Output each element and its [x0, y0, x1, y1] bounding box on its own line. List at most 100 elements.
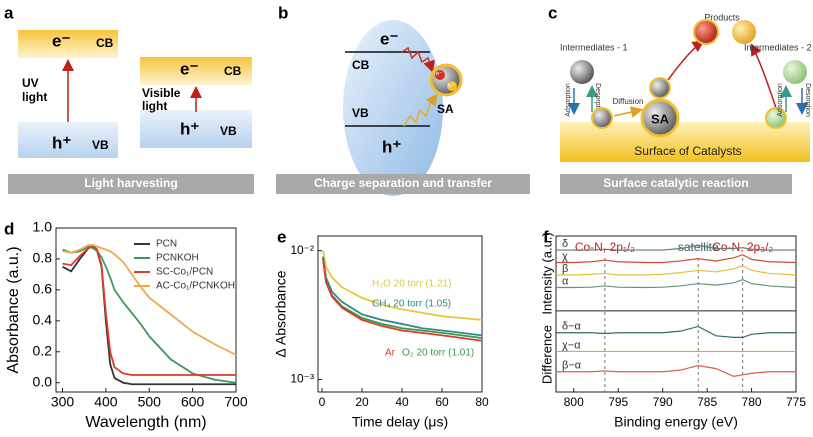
adsorption-label: Adsorption — [565, 83, 572, 117]
product — [693, 19, 719, 45]
x-tick-label: 780 — [742, 395, 762, 409]
series-label: χ−α — [562, 339, 581, 351]
plot-frame — [55, 227, 237, 393]
plot-frame — [555, 235, 797, 393]
y-tick-label: 0.0 — [33, 373, 53, 389]
vb-label: VB — [92, 138, 109, 152]
y-tick-label: 0.2 — [33, 342, 53, 358]
x-tick-label: 500 — [138, 394, 162, 410]
legend-label: AC-Co₁/PCNKOH — [156, 281, 235, 292]
panel-label: d — [4, 219, 14, 238]
electron-path — [401, 46, 435, 73]
series-label: χ — [562, 250, 568, 262]
panel-label: e — [277, 227, 286, 246]
sa-hole-label: h⁺ — [448, 83, 455, 90]
legend-label: PCNKOH — [156, 253, 199, 264]
data-line — [556, 254, 797, 264]
x-tick-label: 600 — [181, 394, 205, 410]
series-label: H₂O 20 torr (1.21) — [372, 279, 451, 290]
x-tick-label: 0 — [319, 395, 326, 409]
vb-band — [140, 110, 252, 148]
caption-bar — [276, 174, 530, 194]
light-label: light — [142, 99, 167, 113]
cb-label: CB — [224, 64, 242, 78]
panel-label: f — [543, 227, 549, 246]
intermediates-label: Intermediates - 2 — [744, 42, 812, 52]
sa-label: SA — [651, 111, 670, 126]
light-label: light — [22, 90, 47, 104]
hole-label: h⁺ — [382, 137, 401, 156]
x-axis-label: Wavelength (nm) — [85, 414, 206, 431]
reaction-arrow — [750, 43, 777, 109]
series-label: β — [562, 263, 568, 275]
electron-label: e⁻ — [380, 29, 398, 48]
intermediate — [570, 60, 594, 84]
data-line — [556, 264, 797, 276]
hole-label: h⁺ — [52, 133, 71, 152]
panel-label: c — [548, 3, 557, 22]
y-tick-label: 10⁻³ — [290, 372, 314, 386]
data-line — [322, 256, 483, 337]
caption: Light harvesting — [84, 176, 177, 190]
panel-c: c Surface of Catalysts Intermediates - 1… — [548, 3, 812, 194]
sa-electron-label: e⁻ — [436, 72, 443, 78]
single-atom — [640, 98, 680, 138]
legend-label: SC-Co₁/PCN — [156, 267, 213, 278]
x-tick-label: 700 — [224, 394, 248, 410]
series-label: δ — [562, 238, 568, 250]
products-label: Products — [704, 12, 740, 22]
y-tick-label: 0.6 — [33, 281, 53, 297]
x-tick-label: 800 — [564, 395, 584, 409]
data-line — [62, 243, 236, 376]
data-line — [62, 245, 237, 384]
sa-label: SA — [437, 102, 454, 116]
x-tick-label: 300 — [51, 394, 75, 410]
y-tick-label: 10⁻² — [290, 243, 314, 257]
vb-label: VB — [352, 106, 369, 120]
desorption-label: Desorption — [594, 83, 601, 117]
electron-label: e⁻ — [180, 59, 198, 78]
x-tick-label: 60 — [435, 395, 449, 409]
data-line — [322, 250, 483, 321]
series-label: CH₄ 20 torr (1.05) — [372, 299, 451, 310]
adsorption-label: Adsorption — [777, 83, 784, 117]
desorption-label: Desorption — [804, 83, 811, 117]
caption-bar — [560, 174, 792, 194]
series-label: α — [562, 275, 569, 287]
intermediate — [783, 60, 807, 84]
series-label: Ar — [385, 348, 396, 359]
x-tick-label: 785 — [697, 395, 717, 409]
y-axis-label: Absorbance (a.u.) — [5, 246, 22, 373]
cb-label: CB — [96, 36, 114, 50]
light-label: Visible — [142, 86, 181, 100]
y-axis-label: Δ Absorbance — [273, 270, 289, 357]
data-line — [556, 364, 796, 378]
data-line — [62, 244, 237, 356]
diffusion-label: Diffusion — [613, 97, 644, 106]
diffusion-arrow — [613, 106, 643, 118]
annotation: Co-N, 2p₁/₂ — [575, 240, 635, 254]
semiconductor — [343, 20, 443, 196]
series-label: β−α — [562, 360, 582, 372]
panel-label: a — [4, 3, 14, 22]
plot-frame — [317, 235, 483, 393]
caption: Charge separation and transfer — [314, 176, 492, 190]
vb-label: VB — [220, 124, 237, 138]
cb-label: CB — [352, 58, 370, 72]
data-line — [322, 258, 483, 342]
x-tick-label: 400 — [94, 394, 118, 410]
panel-b: b e⁻ CB VB h⁺ e⁻ h⁺ SA Charge separation… — [276, 3, 530, 196]
panel-a: a e⁻ CB h⁺ VB UV light e⁻ CB h⁺ VB Visib… — [4, 3, 254, 194]
data-line — [556, 279, 797, 289]
caption: Surface catalytic reaction — [603, 176, 748, 190]
light-label: UV — [22, 76, 39, 90]
legend-label: PCN — [156, 239, 177, 250]
y-tick-label: 0.8 — [33, 250, 53, 266]
y-axis-label: Intensity (a.u.) — [539, 232, 554, 314]
adsorbed-species — [765, 107, 787, 129]
adsorbed-species — [649, 77, 671, 99]
electron-label: e⁻ — [52, 31, 70, 50]
y-axis-label: Difference — [539, 325, 554, 384]
x-tick-label: 20 — [355, 395, 369, 409]
